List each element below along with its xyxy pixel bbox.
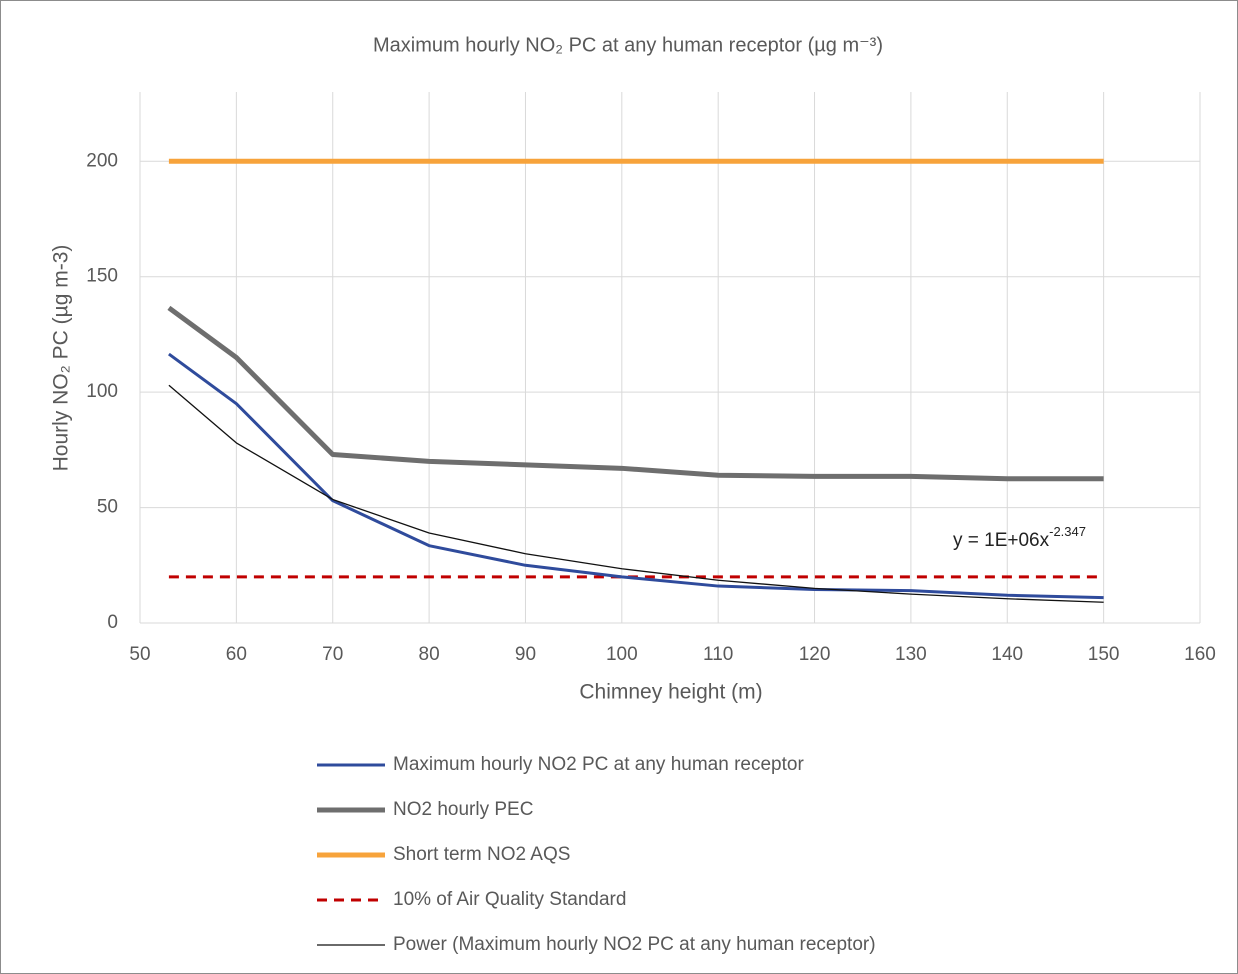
legend-label: Power (Maximum hourly NO2 PC at any huma…: [393, 934, 876, 955]
x-tick-label: 110: [703, 644, 733, 665]
y-tick-label: 50: [97, 497, 118, 518]
equation-text: y = 1E+06x: [953, 530, 1050, 551]
x-tick-label: 50: [129, 644, 150, 665]
series-line: [168, 352, 1104, 600]
grid: [139, 92, 1201, 624]
x-tick-label: 90: [515, 644, 536, 665]
x-tick-label: 120: [799, 644, 831, 665]
y-tick-label: 100: [86, 381, 118, 402]
legend-label: NO2 hourly PEC: [393, 799, 533, 820]
trendline-equation: y = 1E+06x-2.347: [953, 524, 1086, 551]
x-axis-title: Chimney height (m): [579, 681, 762, 704]
legend-label: Short term NO2 AQS: [393, 844, 570, 865]
plot-lines: [167, 158, 1104, 603]
x-tick-label: 160: [1184, 644, 1216, 665]
legend-label: 10% of Air Quality Standard: [393, 889, 626, 910]
x-tick-label: 130: [895, 644, 927, 665]
x-tick-label: 140: [991, 644, 1023, 665]
series-line: [167, 305, 1104, 482]
x-tick-label: 60: [226, 644, 247, 665]
y-tick-label: 150: [86, 266, 118, 287]
chart-title: Maximum hourly NO₂ PC at any human recep…: [373, 34, 883, 56]
x-tick-label: 70: [322, 644, 343, 665]
series-line: [168, 384, 1104, 603]
x-tick-label: 80: [419, 644, 440, 665]
y-tick-label: 200: [86, 150, 118, 171]
y-axis-title: Hourly NO₂ PC (µg m-3): [50, 245, 73, 472]
x-tick-label: 150: [1088, 644, 1120, 665]
legend-label: Maximum hourly NO2 PC at any human recep…: [393, 754, 804, 775]
x-tick-label: 100: [606, 644, 638, 665]
y-tick-label: 0: [107, 612, 118, 633]
equation-exponent: -2.347: [1049, 524, 1086, 539]
